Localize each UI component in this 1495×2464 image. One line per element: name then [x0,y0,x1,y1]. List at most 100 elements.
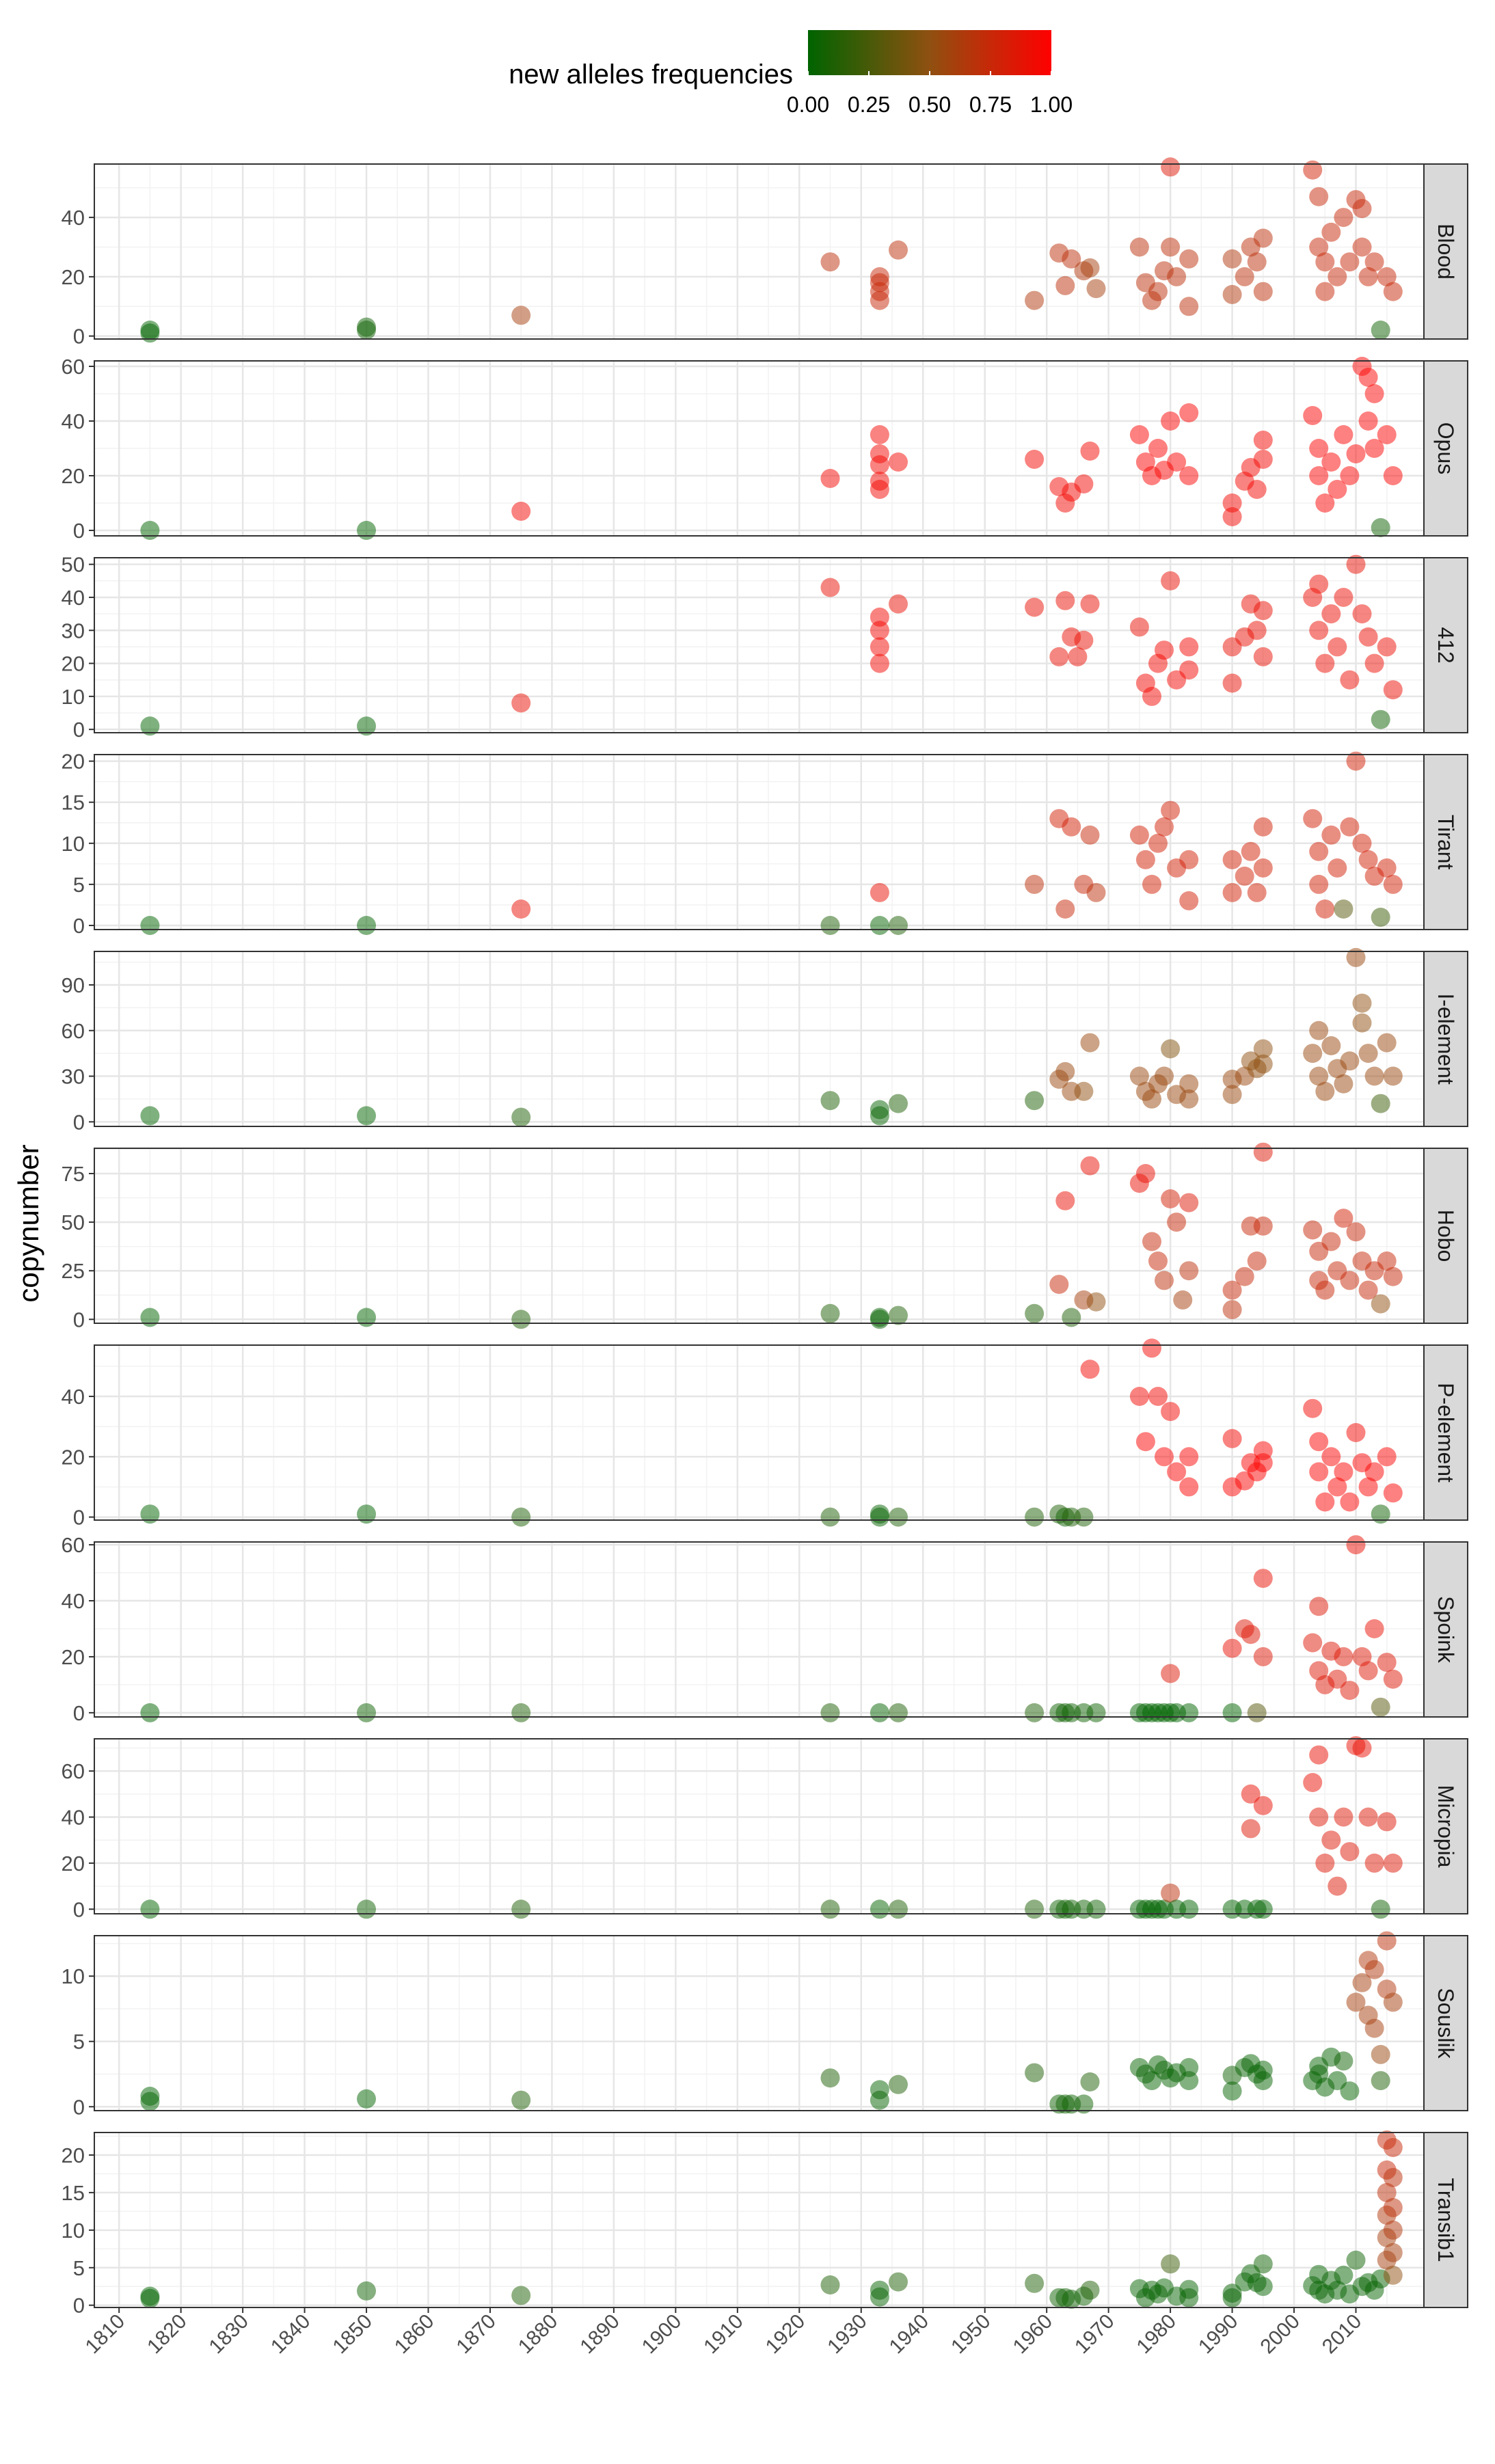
data-point [1080,442,1100,461]
data-point [1309,1745,1329,1765]
facet-label: Tirant [1433,815,1458,870]
data-point [1025,1303,1045,1323]
y-tick-label: 0 [73,519,85,543]
data-point [1074,1081,1094,1101]
data-point [870,2287,889,2307]
data-point [820,1899,840,1919]
y-tick-label: 5 [73,2256,85,2280]
data-point [1025,1899,1045,1919]
data-point [1321,1830,1341,1850]
data-point [1334,1074,1353,1094]
facet-label: Souslik [1433,1988,1458,2059]
data-point [1253,1647,1273,1666]
y-tick-label: 10 [62,2219,85,2243]
data-point [511,2090,531,2110]
data-point [1235,267,1254,286]
data-point [1315,252,1335,272]
data-point [1383,2197,1403,2217]
facet-label: Blood [1433,224,1458,280]
data-point [870,455,889,474]
data-point [1328,637,1347,657]
data-point [1129,425,1149,444]
data-point [1080,258,1100,277]
panel-background [94,1148,1424,1323]
y-tick-label: 60 [62,1019,85,1043]
data-point [1025,597,1045,617]
data-point [1346,1423,1366,1442]
data-point [1167,1462,1187,1482]
facet-strip [1423,754,1468,930]
data-point [511,1703,531,1722]
y-tick-label: 0 [73,718,85,742]
data-point [1235,866,1254,886]
data-point [1383,2243,1403,2262]
data-point [1135,1432,1155,1452]
data-point [889,240,908,260]
data-point [1377,425,1397,444]
data-point [1364,1462,1384,1482]
data-point [1025,2273,1045,2293]
data-point [1129,825,1149,845]
panel-p-element: 0 20 40 P-element [62,1338,1468,1530]
data-point [1222,1429,1242,1448]
data-point [1371,1094,1390,1113]
y-tick-label: 0 [73,1308,85,1331]
x-tick-label: 1840 [267,2310,315,2359]
data-point [870,916,889,935]
data-point [1222,2288,1242,2307]
data-point [820,1303,840,1323]
data-point [1309,439,1329,458]
data-point [1080,1359,1100,1379]
data-point [889,2074,908,2094]
data-point [1309,237,1329,257]
data-point [1161,1189,1181,1208]
data-point [1377,637,1397,657]
data-point [1148,282,1168,301]
facet-label: Hobo [1433,1210,1458,1262]
data-point [1346,947,1366,967]
data-point [820,469,840,488]
facet-strip [1423,1148,1468,1324]
data-point [511,2286,531,2305]
y-tick-label: 10 [62,1964,85,1988]
legend-tick-label: 0.50 [908,92,951,117]
y-tick-label: 0 [73,1110,85,1134]
data-point [1222,850,1242,869]
panel-background [94,755,1424,930]
legend-ticks: 0.00 0.25 0.50 0.75 1.00 [787,71,1073,117]
data-point [870,290,889,310]
data-point [870,1507,889,1527]
data-point [1315,1492,1335,1512]
data-point [1253,1899,1273,1919]
data-point [1025,874,1045,894]
data-point [1161,1664,1181,1683]
y-tick-label: 75 [62,1162,85,1186]
y-tick-label: 0 [73,1506,85,1530]
data-point [1074,2094,1094,2114]
data-point [1049,647,1069,666]
data-point [1179,1261,1199,1281]
data-point [1148,439,1168,458]
facet-label: Spoink [1433,1596,1458,1664]
data-point [1235,1267,1254,1286]
data-point [1309,1020,1329,1040]
data-point [1371,518,1390,537]
data-point [1086,1703,1106,1722]
data-point [1253,1453,1273,1473]
y-tick-label: 25 [62,1259,85,1283]
data-point [1148,1387,1168,1406]
data-point [1328,1477,1347,1497]
data-point [1346,751,1366,771]
data-point [820,252,840,272]
data-point [820,1091,840,1111]
data-point [1303,1398,1323,1418]
data-point [889,916,908,935]
data-point [511,1310,531,1329]
data-point [140,321,160,340]
data-point [820,916,840,935]
data-point [1383,680,1403,700]
legend-tick-label: 0.00 [787,92,829,117]
data-point [1222,1300,1242,1320]
data-point [1086,882,1106,902]
data-point [1383,466,1403,485]
